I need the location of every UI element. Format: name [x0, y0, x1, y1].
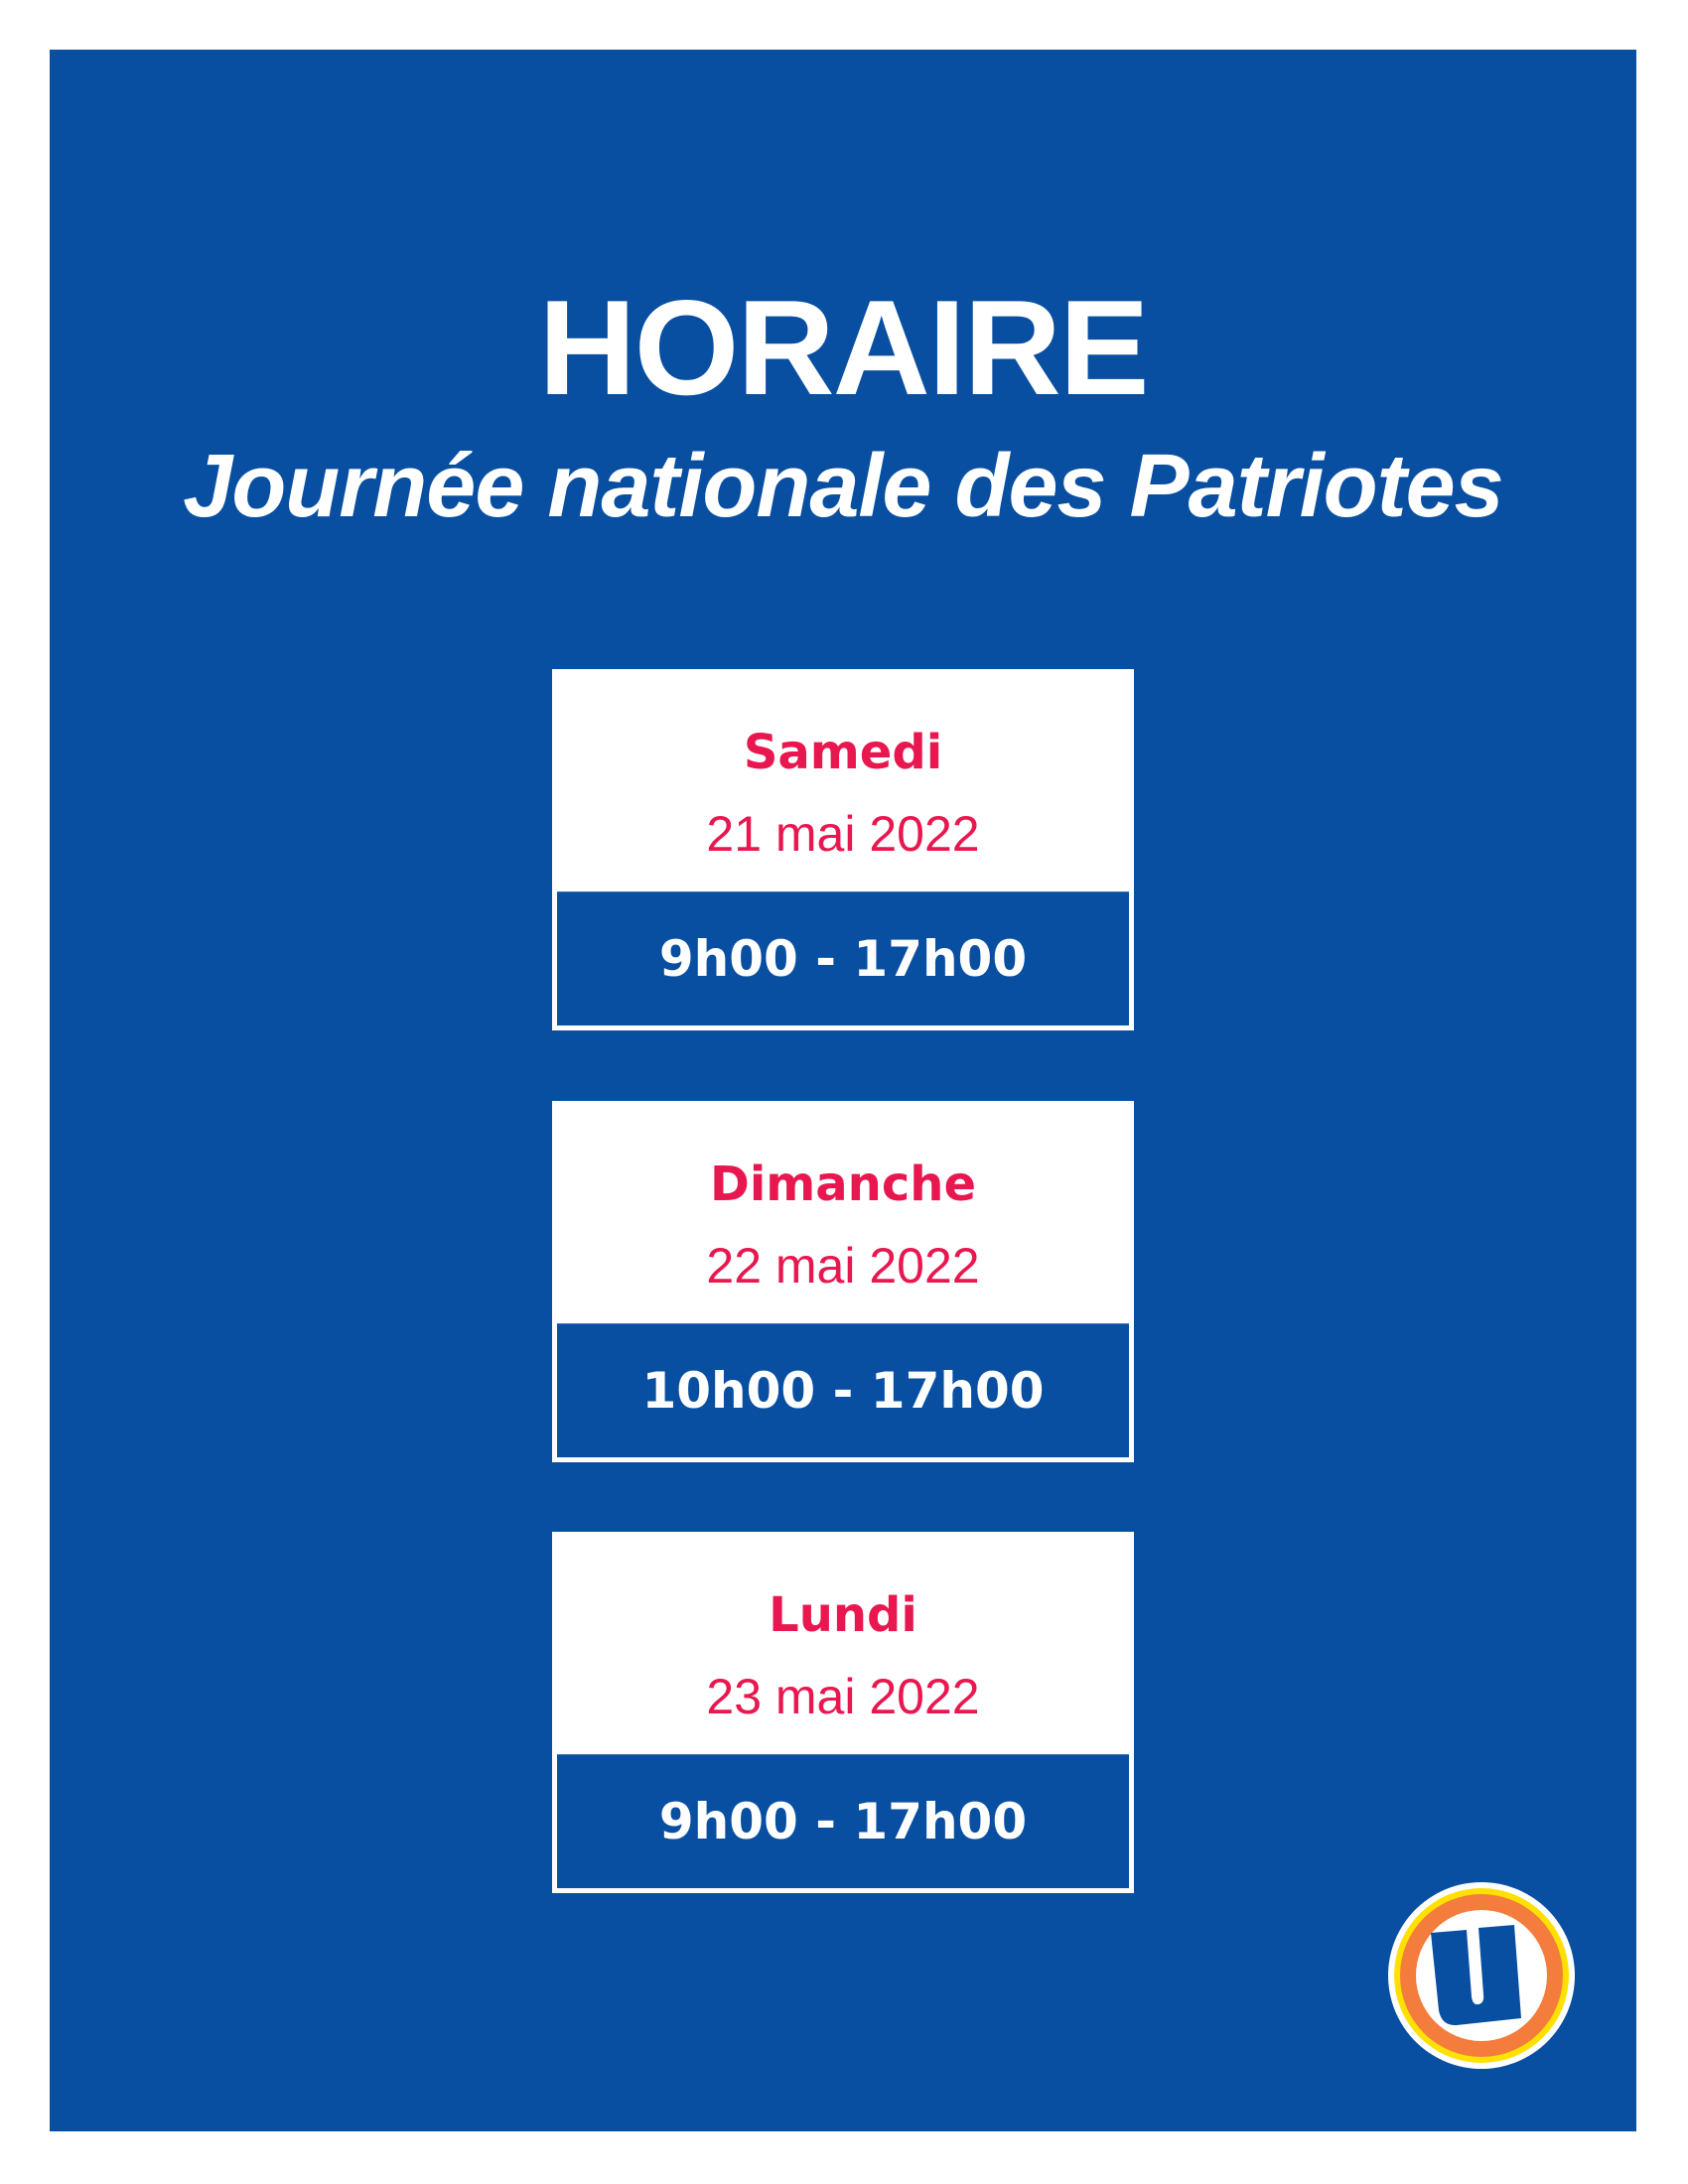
page-title: HORAIRE [538, 272, 1149, 423]
page-subtitle: Journée nationale des Patriotes [183, 437, 1503, 536]
hours-label: 9h00 - 17h00 [557, 1754, 1129, 1888]
schedule-card-saturday: Samedi 21 mai 2022 9h00 - 17h00 [552, 669, 1134, 1030]
day-label: Samedi [743, 725, 943, 780]
date-label: 21 mai 2022 [706, 806, 980, 862]
day-label: Lundi [769, 1587, 917, 1643]
hours-label: 9h00 - 17h00 [557, 891, 1129, 1025]
hours-label: 10h00 - 17h00 [557, 1323, 1129, 1457]
u-logo-icon [1388, 1882, 1575, 2069]
day-label: Dimanche [709, 1157, 977, 1212]
schedule-card-monday: Lundi 23 mai 2022 9h00 - 17h00 [552, 1532, 1134, 1893]
date-label: 22 mai 2022 [706, 1238, 980, 1294]
date-label: 23 mai 2022 [706, 1669, 980, 1724]
schedule-card-sunday: Dimanche 22 mai 2022 10h00 - 17h00 [552, 1101, 1134, 1462]
